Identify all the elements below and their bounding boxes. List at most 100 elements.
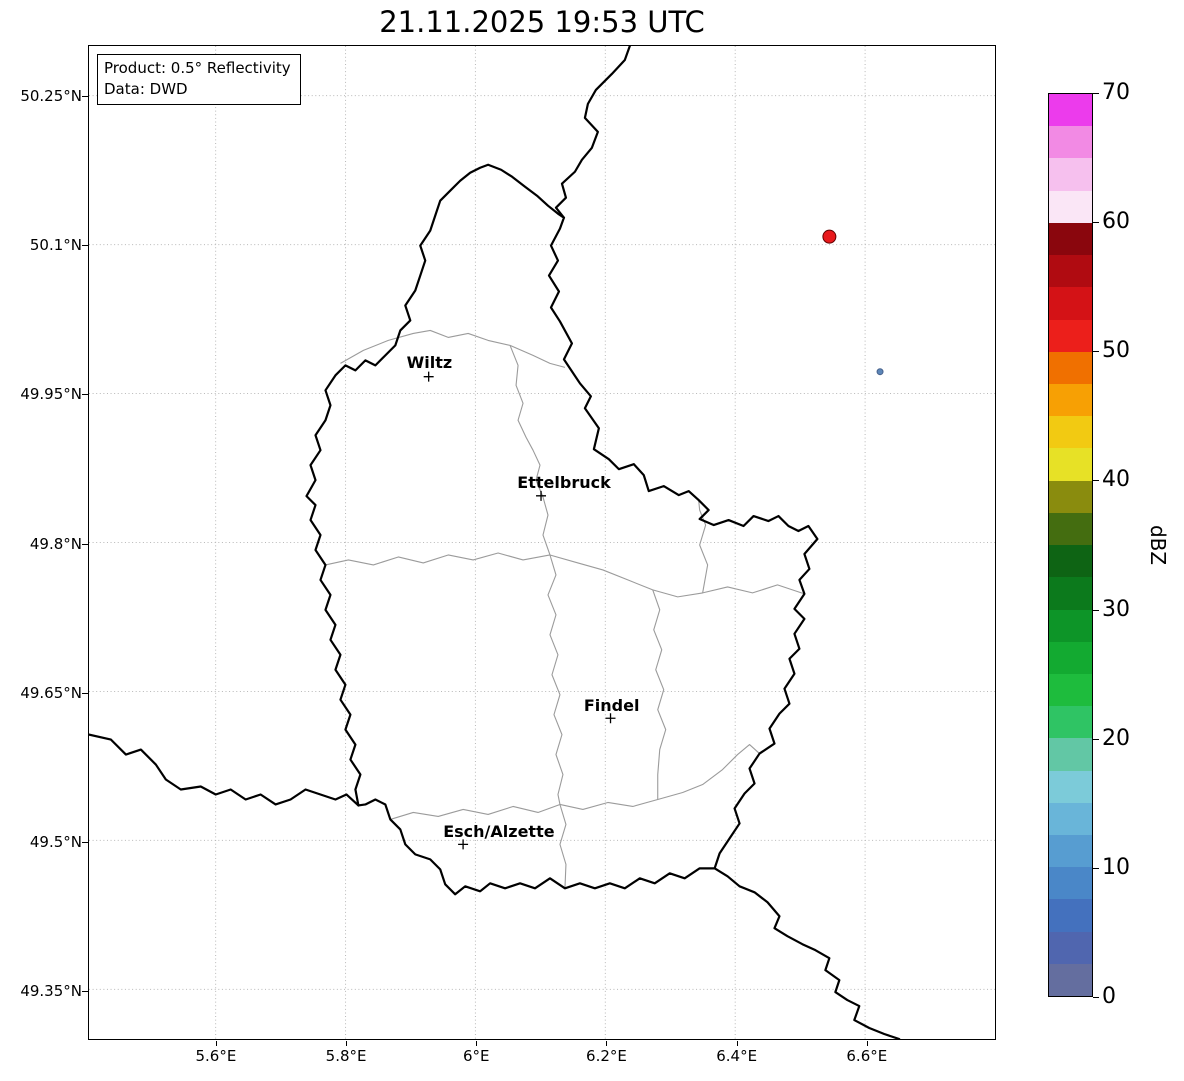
x-axis-tick [215, 1041, 217, 1046]
lat-tick-label: 50.1°N [29, 236, 82, 254]
colorbar-band [1049, 577, 1092, 610]
colorbar-tick-label: 60 [1102, 209, 1130, 235]
y-axis-tick [82, 394, 88, 396]
city-label: Esch/Alzette [443, 821, 555, 841]
map-canvas [89, 46, 995, 1039]
colorbar-band [1049, 899, 1092, 932]
product-info-box: Product: 0.5° Reflectivity Data: DWD [97, 54, 301, 105]
colorbar-tick [1093, 480, 1099, 482]
lat-tick-label: 49.65°N [20, 683, 82, 702]
district-border [698, 500, 709, 593]
colorbar-band [1049, 351, 1092, 384]
district-border [509, 345, 551, 556]
colorbar-tick-label: 20 [1102, 725, 1130, 751]
colorbar-band [1049, 448, 1092, 481]
colorbar-band [1049, 738, 1092, 771]
colorbar-band [1049, 222, 1092, 256]
lat-tick-label: 49.5°N [29, 833, 82, 851]
lat-tick-label: 49.95°N [20, 385, 82, 404]
district-border [325, 552, 805, 598]
lon-tick-label: 6°E [463, 1047, 490, 1065]
colorbar-tick [1093, 867, 1099, 869]
colorbar-tick [1093, 351, 1099, 353]
belgium-france-border [89, 733, 360, 807]
colorbar-band [1049, 480, 1092, 513]
radar-echo [822, 229, 837, 244]
colorbar-band [1049, 963, 1092, 997]
colorbar-unit-label: dBZ [1146, 524, 1170, 566]
district-border [652, 589, 667, 800]
lat-tick-label: 50.25°N [20, 86, 82, 105]
figure-title: 21.11.2025 19:53 UTC [379, 5, 705, 39]
lat-tick-label: 49.35°N [20, 982, 82, 1001]
colorbar-band [1049, 126, 1092, 159]
city-label: Wiltz [406, 353, 453, 373]
data-source-line: Data: DWD [104, 80, 188, 98]
y-axis-tick [82, 842, 88, 843]
district-borders [325, 329, 805, 889]
colorbar-band [1049, 673, 1092, 707]
colorbar-band [1049, 931, 1092, 964]
city-label: Findel [583, 695, 640, 715]
colorbar-band [1049, 255, 1092, 288]
colorbar-tick-label: 30 [1102, 596, 1130, 622]
colorbar-tick [1093, 997, 1099, 998]
lon-tick-label: 5.6°E [195, 1047, 237, 1065]
colorbar-tick [1093, 609, 1099, 611]
district-border [390, 744, 760, 820]
city-marker [423, 371, 434, 382]
colorbar-band [1049, 383, 1092, 417]
colorbar-tick [1093, 93, 1099, 94]
x-axis-tick [476, 1041, 478, 1046]
colorbar-band [1049, 706, 1092, 739]
y-axis-tick [82, 245, 88, 246]
colorbar-bands [1049, 94, 1092, 997]
city-marker [458, 839, 469, 850]
colorbar-band [1049, 190, 1092, 223]
colorbar-band [1049, 94, 1092, 127]
map-plot-area: Product: 0.5° Reflectivity Data: DWD [88, 45, 996, 1040]
city-marker [605, 713, 616, 724]
radar-echoes [822, 229, 884, 376]
lat-tick-label: 49.8°N [29, 534, 82, 553]
lon-tick-label: 6.6°E [846, 1047, 888, 1065]
lon-tick-label: 6.2°E [586, 1047, 627, 1065]
colorbar-tick-label: 40 [1102, 467, 1130, 493]
colorbar-band [1049, 287, 1092, 320]
colorbar-band [1049, 158, 1092, 191]
colorbar [1048, 93, 1093, 997]
district-border [547, 554, 567, 889]
y-axis-tick [82, 991, 88, 993]
x-axis-tick [346, 1041, 348, 1046]
x-axis-tick [866, 1041, 868, 1046]
colorbar-tick-label: 0 [1102, 984, 1116, 1009]
x-axis-tick [606, 1041, 608, 1046]
colorbar-tick-label: 10 [1102, 854, 1130, 880]
grid-lines [89, 46, 995, 1039]
y-axis-tick [82, 543, 88, 545]
belgium-germany-border [554, 46, 631, 219]
colorbar-band [1049, 319, 1092, 352]
france-germany-border [713, 867, 901, 1039]
colorbar-band [1049, 835, 1092, 868]
radar-echo [876, 368, 884, 376]
lon-tick-label: 5.8°E [325, 1047, 367, 1065]
colorbar-band [1049, 512, 1092, 546]
district-border [340, 329, 566, 368]
colorbar-tick-label: 50 [1102, 338, 1130, 364]
city-markers [423, 371, 616, 850]
colorbar-band [1049, 416, 1092, 449]
y-axis-tick [82, 95, 88, 97]
colorbar-band [1049, 867, 1092, 900]
x-axis-tick [736, 1041, 738, 1046]
product-line: Product: 0.5° Reflectivity [104, 59, 291, 77]
colorbar-band [1049, 545, 1092, 578]
luxembourg-border [305, 163, 819, 896]
lon-tick-label: 6.4°E [716, 1047, 758, 1065]
colorbar-tick-label: 70 [1102, 80, 1130, 105]
colorbar-tick [1093, 222, 1099, 224]
y-axis-tick [82, 692, 88, 694]
colorbar-band [1049, 802, 1092, 836]
country-borders [89, 46, 901, 1039]
